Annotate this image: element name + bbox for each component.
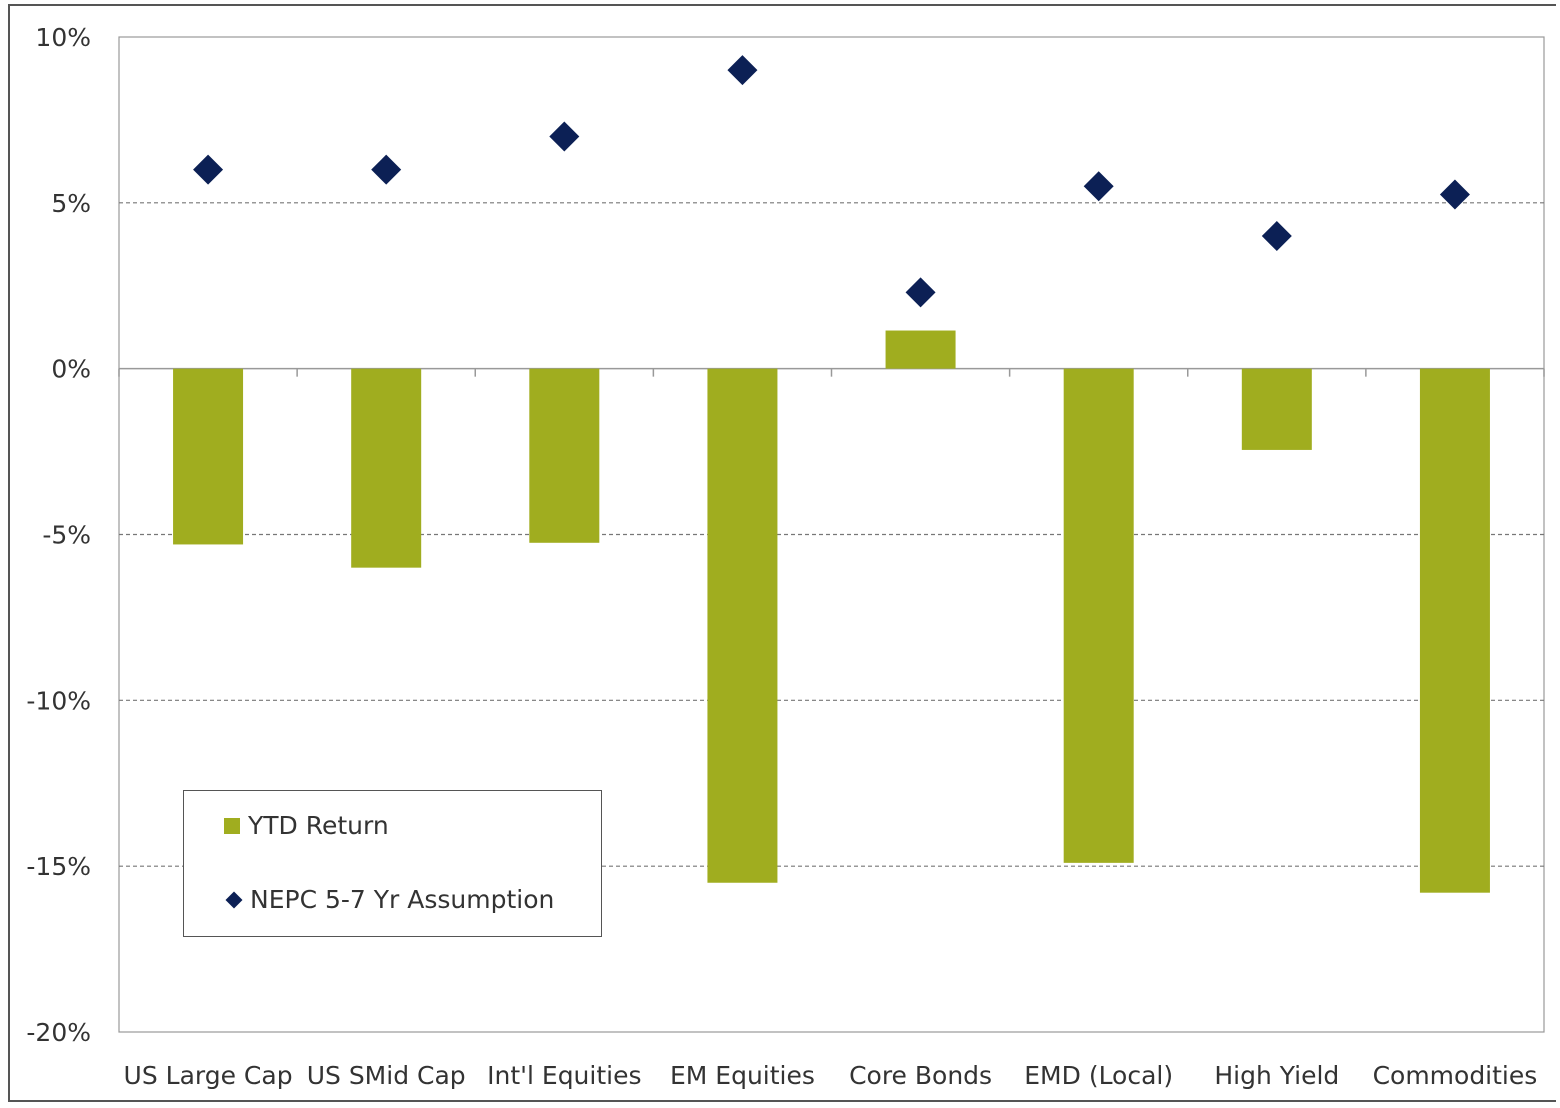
y-tick-label: 10%	[35, 23, 91, 52]
bar-ytd-return	[1241, 368, 1312, 450]
marker-nepc-assumption	[193, 154, 224, 185]
legend-swatch-diamond	[225, 891, 243, 908]
bar-ytd-return	[885, 330, 956, 369]
legend-item-ytd-return: YTD Return	[224, 811, 389, 840]
marker-nepc-assumption	[549, 121, 580, 152]
legend-label-ytd-return: YTD Return	[248, 811, 389, 840]
marker-nepc-assumption	[1261, 221, 1292, 251]
x-category-label: Commodities	[1373, 1061, 1538, 1090]
x-category-label: US SMid Cap	[307, 1061, 466, 1090]
x-category-label: US Large Cap	[124, 1061, 293, 1090]
bar-ytd-return	[707, 368, 778, 883]
bar-ytd-return	[1063, 368, 1134, 863]
x-category-label: Core Bonds	[849, 1061, 992, 1090]
marker-nepc-assumption	[905, 277, 936, 308]
bar-ytd-return	[351, 368, 422, 568]
x-category-label: EMD (Local)	[1024, 1061, 1173, 1090]
y-tick-label: 0%	[51, 355, 91, 384]
y-tick-label: -5%	[42, 521, 91, 550]
bar-ytd-return	[529, 368, 600, 543]
legend-label-nepc-assumption: NEPC 5-7 Yr Assumption	[250, 885, 555, 914]
marker-nepc-assumption	[1439, 179, 1470, 210]
marker-nepc-assumption	[727, 55, 758, 86]
bar-ytd-return	[1419, 368, 1490, 893]
y-tick-label: -10%	[26, 686, 91, 715]
legend-swatch-bar	[224, 817, 240, 834]
y-tick-label: -20%	[26, 1018, 91, 1047]
x-category-label: Int'l Equities	[487, 1061, 641, 1090]
x-category-label: EM Equities	[670, 1061, 815, 1090]
y-tick-label: -15%	[26, 852, 91, 881]
legend: YTD Return NEPC 5-7 Yr Assumption	[183, 790, 602, 937]
x-category-label: High Yield	[1214, 1061, 1339, 1090]
marker-nepc-assumption	[371, 154, 402, 185]
legend-item-nepc-assumption: NEPC 5-7 Yr Assumption	[224, 885, 554, 914]
y-tick-label: 5%	[51, 189, 91, 218]
marker-nepc-assumption	[1083, 171, 1114, 202]
bar-ytd-return	[173, 368, 244, 545]
